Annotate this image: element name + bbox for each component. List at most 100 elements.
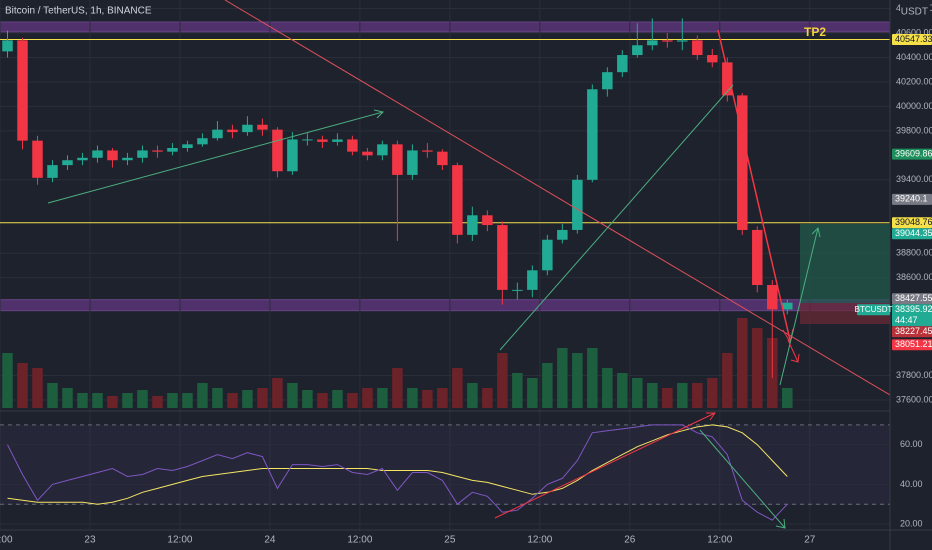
volume-bar [467, 383, 478, 408]
price-tag [892, 33, 932, 45]
price-tag-label: 39609.86 [895, 149, 932, 159]
candle-body [392, 144, 403, 175]
price-tag [892, 326, 932, 338]
volume-bar [647, 383, 658, 408]
candle-body [47, 165, 58, 178]
price-tag-label: 39048.76 [895, 217, 932, 227]
price-tag-label: 38051.21 [895, 339, 932, 349]
volume-bar [437, 388, 448, 408]
candle-body [152, 150, 163, 152]
volume-bar [722, 353, 733, 408]
candle-body [242, 124, 253, 133]
arrow-head [775, 518, 786, 529]
x-tick-label: 12:00 [0, 535, 13, 546]
volume-bar [17, 363, 28, 408]
zone [0, 21, 891, 33]
price-tag [892, 339, 932, 351]
candle-body [512, 289, 523, 291]
volume-bar [272, 378, 283, 408]
candle-body [782, 302, 793, 310]
candle-body [347, 139, 358, 152]
y-tick-label: 37600.00 [896, 394, 932, 404]
trend-line [779, 227, 819, 386]
volume-bar [212, 388, 223, 408]
price-axis [890, 0, 932, 550]
volume-bar [392, 368, 403, 408]
trend-line [717, 29, 791, 341]
symbol-tag [857, 304, 890, 316]
candle-body [167, 148, 178, 152]
price-tag [892, 293, 932, 305]
volume-bar [602, 368, 613, 408]
candle-body [122, 157, 133, 161]
volume-bar [107, 396, 118, 408]
volume-bar [497, 353, 508, 408]
volume-bar [167, 393, 178, 408]
candles [2, 18, 793, 378]
currency-box [900, 2, 930, 20]
volume-bar [707, 378, 718, 408]
rsi-tick-label: 40.00 [900, 479, 923, 489]
candle-body [107, 150, 118, 161]
trend-line [787, 339, 799, 363]
rsi-pane [0, 424, 890, 525]
price-tag-label: 40547.33 [895, 34, 932, 44]
candle-body [227, 129, 238, 133]
candle-body [662, 40, 673, 42]
candle-body [632, 45, 643, 56]
volume-bar [512, 373, 523, 408]
candle-body [692, 40, 703, 56]
volume-bar [317, 393, 328, 408]
trend-line [699, 429, 786, 529]
x-tick-label: 12:00 [707, 535, 732, 546]
volume-bar [692, 383, 703, 408]
candle-body [92, 150, 103, 158]
candle-body [467, 215, 478, 235]
price-tag [892, 148, 932, 160]
y-tick-label: 40600.00 [896, 27, 932, 37]
y-tick-label: 40400.00 [896, 52, 932, 62]
drawings [47, 0, 891, 396]
candle-body [32, 140, 43, 178]
volume-bar [572, 353, 583, 408]
volume-bar [782, 388, 793, 408]
volume-bar [362, 388, 373, 408]
candle-body [587, 89, 598, 180]
axis-labels: 40800.0040600.0040400.0040200.0040000.00… [0, 3, 932, 546]
volume-bar [122, 393, 133, 408]
arrow-head [373, 109, 384, 119]
trend-line [499, 84, 734, 351]
candle-body [497, 225, 508, 290]
price-tag-label: 38227.45 [895, 326, 932, 336]
trend-line [224, 0, 891, 396]
zone [0, 299, 891, 312]
volume-bar [752, 328, 763, 408]
volume-bar [152, 396, 163, 408]
rsi-band [0, 425, 890, 505]
volume-bar [302, 390, 313, 408]
x-tick-label: 12:00 [527, 535, 552, 546]
candle-body [77, 157, 88, 161]
arrow-head [811, 227, 821, 238]
y-tick-label: 39800.00 [896, 125, 932, 135]
trend-line [47, 111, 384, 204]
candle-body [452, 165, 463, 235]
candle-body [407, 150, 418, 175]
volume-bar [347, 393, 358, 408]
candle-body [302, 139, 313, 141]
price-tag-label: 38427.55 [895, 293, 932, 303]
candle-body [377, 144, 388, 156]
candle-body [752, 229, 763, 285]
x-tick-label: 25 [444, 535, 456, 546]
candle-body [677, 40, 688, 42]
candle-body [707, 55, 718, 63]
volume-bar [2, 353, 13, 408]
candle-body [422, 150, 433, 152]
chart-title: Bitcoin / TetherUS, 1h, BINANCE [5, 6, 152, 17]
rsi-tick-label: 60.00 [900, 439, 923, 449]
price-tag-label: 39240.1 [895, 194, 928, 204]
long-position-profit [800, 224, 890, 303]
candle-body [62, 160, 73, 166]
